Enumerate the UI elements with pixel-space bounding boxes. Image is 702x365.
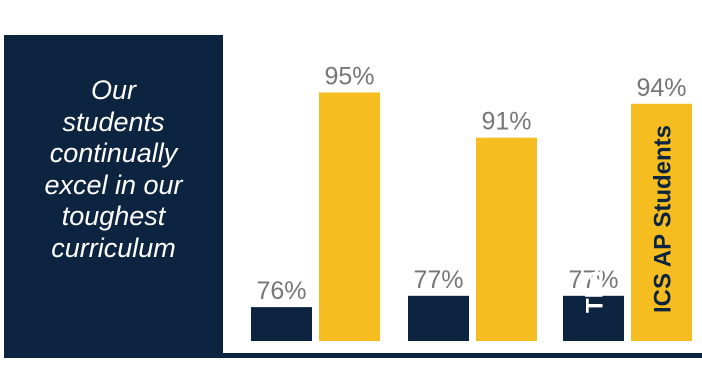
bar-ics-3 (631, 103, 692, 342)
value-label-thailand-3: 77% (568, 266, 618, 294)
tagline-panel (4, 35, 223, 358)
value-label-ics-3: 94% (636, 74, 686, 102)
tagline-line-5: toughest (61, 201, 166, 231)
legend-thailand: Thailand (582, 214, 609, 313)
bar-thailand-3 (563, 295, 624, 341)
bar-thailand-2 (408, 295, 469, 341)
bar-ics-2 (476, 137, 537, 341)
value-label-ics-2: 91% (481, 108, 531, 136)
tagline-line-6: curriculum (51, 232, 176, 263)
tagline-line-4: excel in our (44, 169, 183, 200)
chart-baseline (223, 353, 702, 358)
legend-ics-ap-students: ICS AP Students (650, 125, 677, 313)
bar-ics-1 (319, 92, 380, 342)
tagline-line-2: students (62, 106, 165, 137)
tagline: Our students continually excel in our to… (4, 75, 223, 264)
value-label-thailand-2: 77% (413, 266, 463, 294)
value-label-ics-1: 95% (324, 62, 374, 90)
tagline-line-1: Our (90, 75, 136, 105)
bar-thailand-1 (251, 307, 312, 341)
value-label-thailand-1: 76% (256, 277, 306, 305)
tagline-line-3: continually (49, 138, 178, 168)
